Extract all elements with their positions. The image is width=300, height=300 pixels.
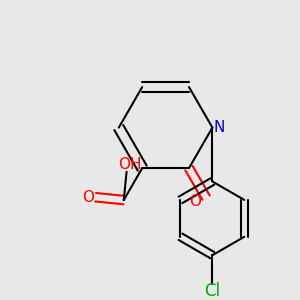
Text: OH: OH xyxy=(118,157,141,172)
Text: O: O xyxy=(189,194,201,209)
Text: O: O xyxy=(82,190,94,205)
Text: N: N xyxy=(214,120,225,135)
Text: Cl: Cl xyxy=(204,282,220,300)
